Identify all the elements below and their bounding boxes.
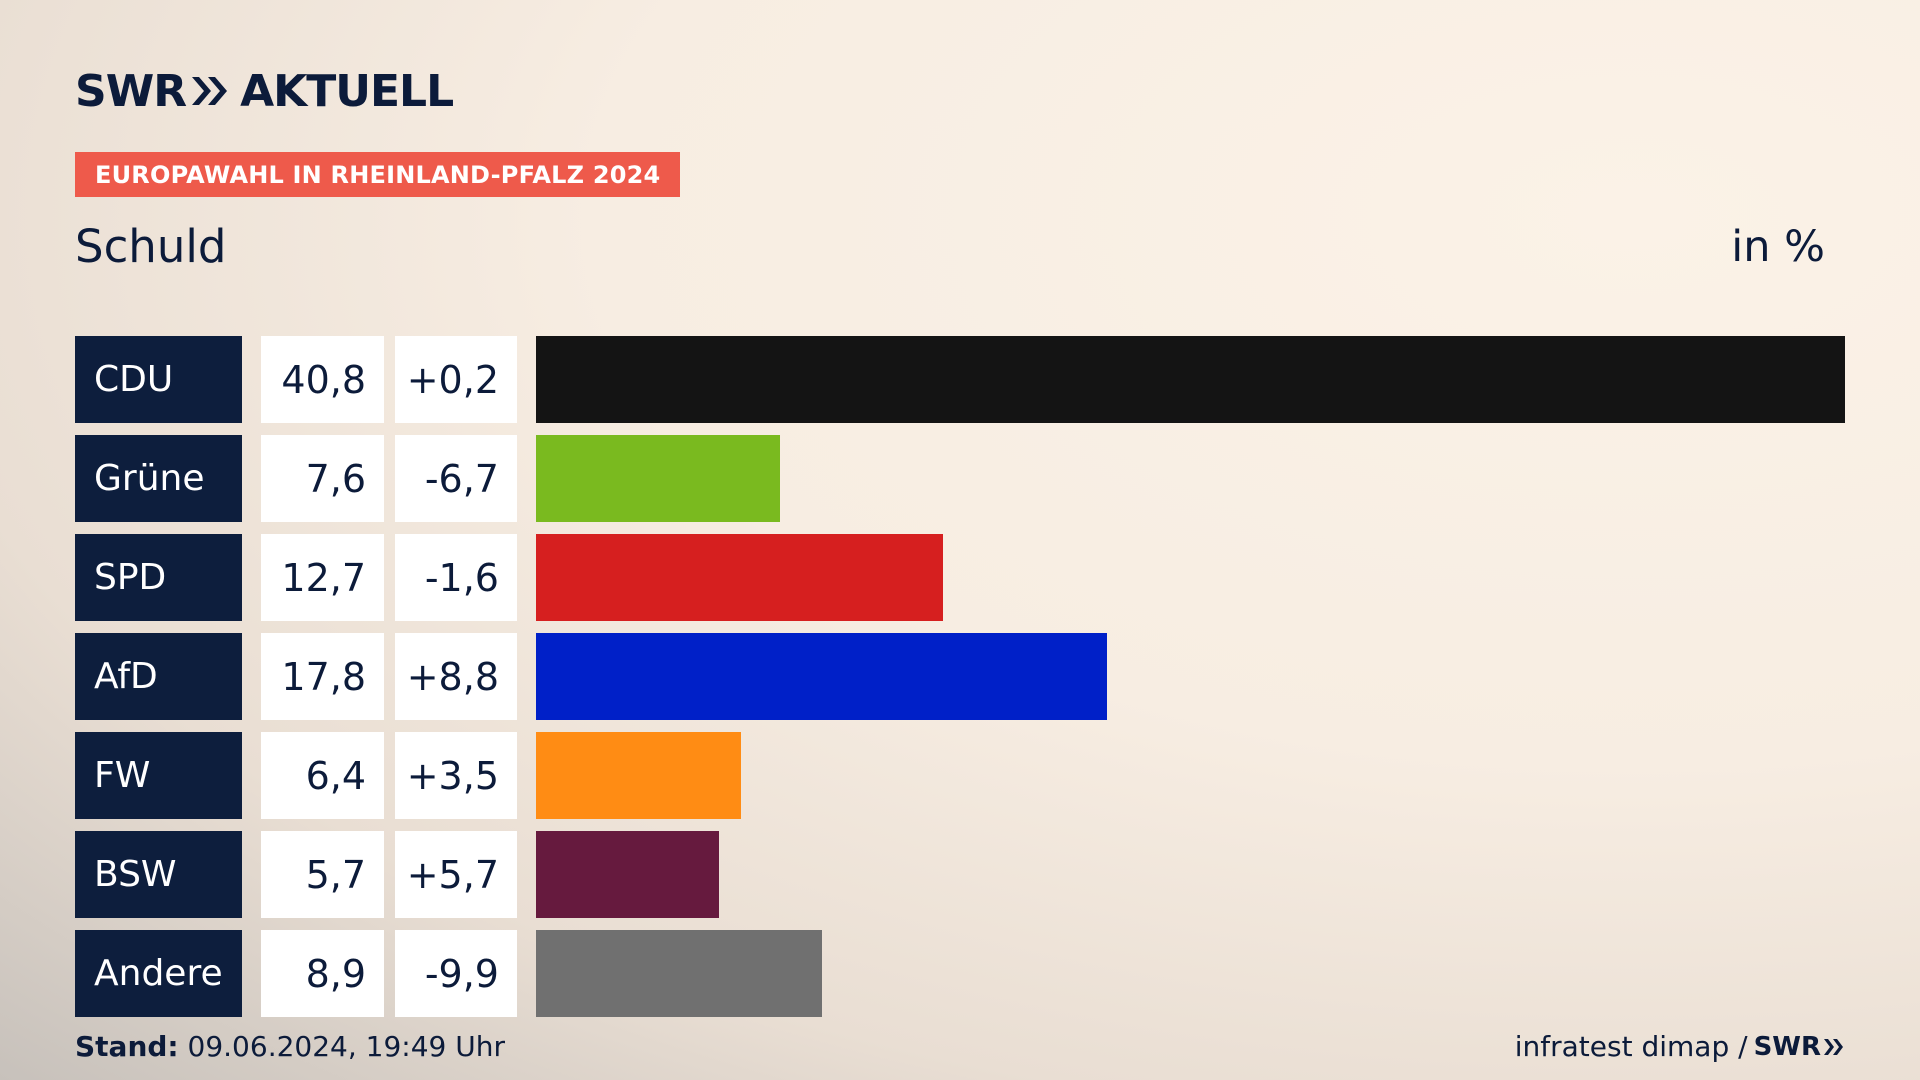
source-brand: SWR — [1753, 1031, 1821, 1062]
difference-value: +3,5 — [395, 732, 517, 819]
result-value: 12,7 — [261, 534, 384, 621]
stand-value: 09.06.2024, 19:49 Uhr — [187, 1030, 505, 1063]
party-label: FW — [75, 732, 242, 819]
election-banner: EUROPAWAHL IN RHEINLAND-PFALZ 2024 — [75, 152, 681, 197]
difference-value: +8,8 — [395, 633, 517, 720]
result-value: 6,4 — [261, 732, 384, 819]
difference-value: -1,6 — [395, 534, 517, 621]
source-text: infratest dimap / — [1514, 1030, 1748, 1063]
result-value: 40,8 — [261, 336, 384, 423]
chart-subtitle: Schuld — [75, 220, 227, 273]
difference-value: -6,7 — [395, 435, 517, 522]
chart-row: CDU 40,8 +0,2 — [75, 336, 1845, 423]
result-bar — [536, 930, 822, 1017]
double-chevron-icon — [190, 74, 230, 108]
result-bar — [536, 534, 943, 621]
source-credit: infratest dimap / SWR — [1515, 1030, 1845, 1063]
chart-row: Andere 8,9 -9,9 — [75, 930, 1845, 1017]
chart-row: SPD 12,7 -1,6 — [75, 534, 1845, 621]
result-bar — [536, 732, 741, 819]
party-label: Andere — [75, 930, 242, 1017]
chart-row: Grüne 7,6 -6,7 — [75, 435, 1845, 522]
chart-row: BSW 5,7 +5,7 — [75, 831, 1845, 918]
chart-row: FW 6,4 +3,5 — [75, 732, 1845, 819]
result-bar — [536, 831, 719, 918]
result-value: 7,6 — [261, 435, 384, 522]
difference-value: +0,2 — [395, 336, 517, 423]
brand-swr: SWR — [75, 65, 187, 117]
party-label: CDU — [75, 336, 242, 423]
party-label: AfD — [75, 633, 242, 720]
brand-aktuell: AKTUELL — [240, 65, 454, 117]
difference-value: +5,7 — [395, 831, 517, 918]
result-bar — [536, 633, 1107, 720]
chart-row: AfD 17,8 +8,8 — [75, 633, 1845, 720]
stand-label: Stand: — [75, 1030, 179, 1063]
party-label: SPD — [75, 534, 242, 621]
swr-aktuell-logo: SWR AKTUELL — [75, 65, 454, 117]
unit-label: in % — [1731, 222, 1825, 272]
party-label: BSW — [75, 831, 242, 918]
timestamp: Stand: 09.06.2024, 19:49 Uhr — [75, 1030, 505, 1063]
small-double-chevron-icon — [1823, 1037, 1845, 1057]
result-bar — [536, 435, 780, 522]
result-value: 17,8 — [261, 633, 384, 720]
result-value: 8,9 — [261, 930, 384, 1017]
result-bar — [536, 336, 1845, 423]
party-label: Grüne — [75, 435, 242, 522]
difference-value: -9,9 — [395, 930, 517, 1017]
result-value: 5,7 — [261, 831, 384, 918]
